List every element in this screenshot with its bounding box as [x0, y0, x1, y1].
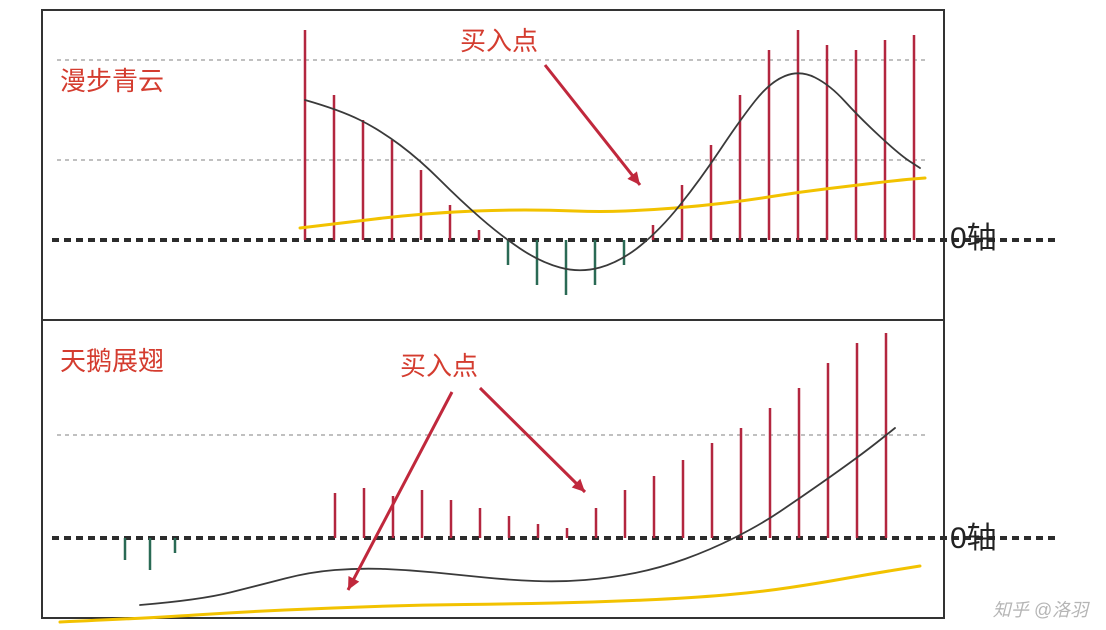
zero-axis-label: 0轴: [950, 522, 997, 555]
diagram-container: 漫步青云0轴买入点天鹅展翅0轴买入点 知乎 @洛羽: [0, 0, 1106, 630]
zero-axis-label: 0轴: [950, 222, 997, 255]
diagram-svg: 漫步青云0轴买入点天鹅展翅0轴买入点: [0, 0, 1106, 630]
panel-title: 漫步青云: [60, 66, 164, 96]
buy-point-label: 买入点: [400, 351, 478, 381]
buy-point-label: 买入点: [460, 26, 538, 56]
panel-title: 天鹅展翅: [60, 346, 164, 376]
watermark: 知乎 @洛羽: [993, 596, 1088, 622]
